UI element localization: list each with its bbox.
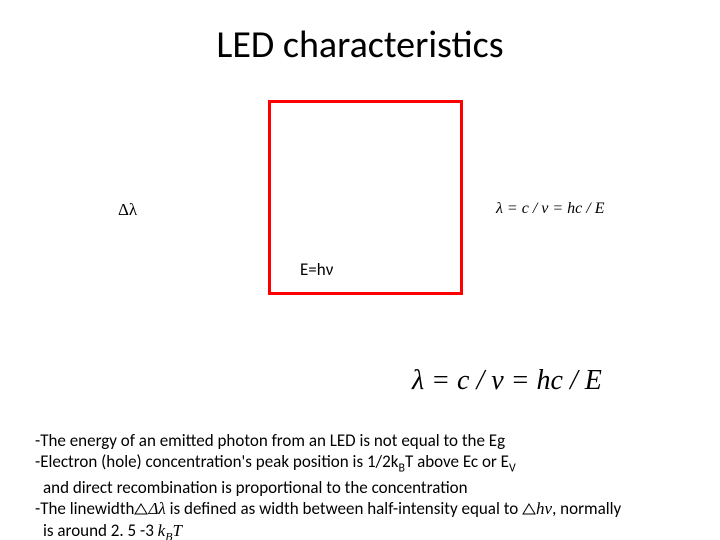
text-span: is around 2. 5 -3 [43, 520, 158, 540]
triangle-icon [134, 499, 148, 520]
subscript-v: V [509, 462, 516, 476]
text-span: -Electron (hole) concentration's peak po… [35, 451, 398, 472]
text-span: , normally [552, 498, 621, 519]
triangle-icon [522, 499, 536, 520]
text-span: T above Ec or E [405, 451, 509, 472]
hv-inline: hν [536, 499, 552, 518]
text-span: -The linewidth [35, 498, 134, 519]
bullet-line-3: and direct recombination is proportional… [35, 477, 695, 498]
page-title: LED characteristics [0, 22, 720, 68]
text-span: is defined as width between half-intensi… [166, 498, 522, 519]
bullet-line-4: -The linewidth Δλ is defined as width bet… [35, 498, 695, 520]
lambda-equation-small: λ = c / ν = hc / E [496, 200, 605, 218]
bullet-line-5: is around 2. 5 -3 kBT [35, 520, 695, 540]
ehv-label: E=hν [300, 259, 333, 280]
bullet-line-1: -The energy of an emitted photon from an… [35, 430, 695, 451]
bullet-line-2: -Electron (hole) concentration's peak po… [35, 451, 695, 476]
delta-lambda-inline: Δλ [148, 499, 165, 518]
text-span: T [172, 521, 181, 540]
slide: LED characteristics Δλ E=hν λ = c / ν = … [0, 0, 720, 540]
spectrum-placeholder-box [268, 100, 463, 295]
bullet-text-block: -The energy of an emitted photon from an… [35, 430, 695, 540]
lambda-equation-large: λ = c / ν = hc / E [412, 365, 602, 397]
delta-lambda-left-label: Δλ [118, 200, 137, 220]
